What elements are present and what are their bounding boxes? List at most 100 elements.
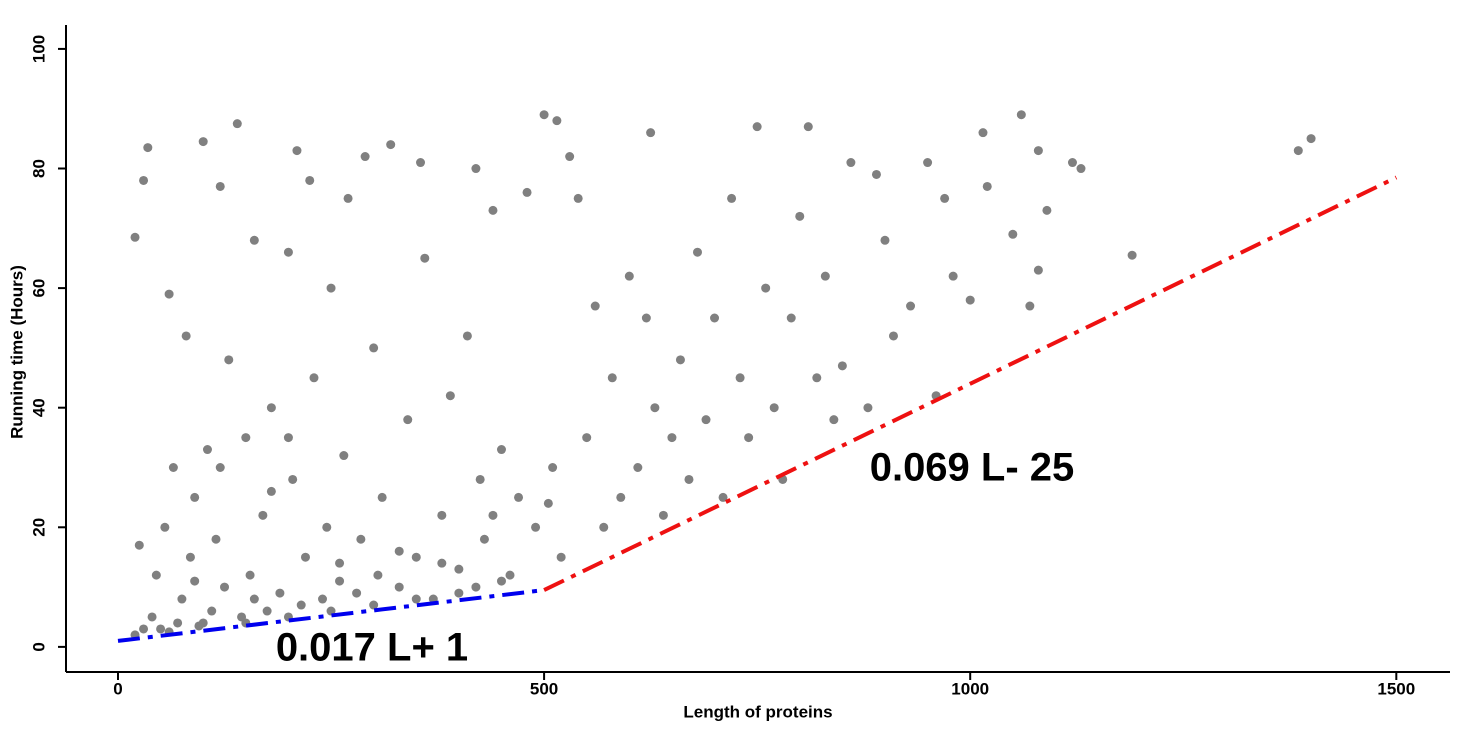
point xyxy=(795,211,805,221)
point xyxy=(168,462,178,472)
point xyxy=(139,175,149,185)
point xyxy=(241,433,251,443)
point xyxy=(496,445,506,455)
point xyxy=(744,433,754,443)
point xyxy=(488,205,498,215)
point xyxy=(1306,134,1316,144)
point xyxy=(735,373,745,383)
point xyxy=(556,552,566,562)
point xyxy=(667,433,677,443)
point xyxy=(283,247,293,257)
point xyxy=(232,119,242,129)
point xyxy=(727,193,737,203)
point xyxy=(266,486,276,496)
point xyxy=(369,343,379,353)
point xyxy=(496,576,506,586)
point xyxy=(1042,205,1052,215)
point xyxy=(373,570,383,580)
point xyxy=(710,313,720,323)
point xyxy=(156,624,166,634)
point xyxy=(164,289,174,299)
point xyxy=(889,331,899,341)
point xyxy=(752,122,762,132)
point xyxy=(134,540,144,550)
point xyxy=(718,492,728,502)
point xyxy=(1025,301,1035,311)
point xyxy=(181,331,191,341)
point xyxy=(198,137,208,147)
point xyxy=(812,373,822,383)
point xyxy=(539,110,549,120)
point xyxy=(190,492,200,502)
point xyxy=(846,158,856,168)
point xyxy=(215,462,225,472)
point xyxy=(420,253,430,263)
point xyxy=(641,313,651,323)
point xyxy=(296,600,306,610)
point xyxy=(786,313,796,323)
point xyxy=(143,143,153,153)
point xyxy=(177,594,187,604)
point xyxy=(245,570,255,580)
point xyxy=(416,158,426,168)
point xyxy=(198,618,208,628)
y-tick-label: 80 xyxy=(29,159,48,178)
point xyxy=(147,612,157,622)
point xyxy=(190,576,200,586)
point xyxy=(220,582,230,592)
point xyxy=(292,146,302,156)
point xyxy=(335,558,345,568)
point xyxy=(573,193,583,203)
point xyxy=(548,462,558,472)
point xyxy=(275,588,285,598)
point xyxy=(207,606,217,616)
point xyxy=(982,181,992,191)
point xyxy=(309,373,319,383)
point xyxy=(262,606,272,616)
point xyxy=(283,433,293,443)
point xyxy=(531,522,541,532)
point xyxy=(837,361,847,371)
point xyxy=(369,600,379,610)
point xyxy=(522,187,532,197)
point xyxy=(948,271,958,281)
point xyxy=(1076,164,1086,174)
fit-line xyxy=(117,588,545,643)
point xyxy=(616,492,626,502)
point xyxy=(394,546,404,556)
point xyxy=(249,235,259,245)
point xyxy=(803,122,813,132)
x-tick-label: 1000 xyxy=(951,679,989,698)
point xyxy=(360,152,370,162)
point xyxy=(475,474,485,484)
point xyxy=(258,510,268,520)
point xyxy=(403,415,413,425)
point xyxy=(411,552,421,562)
point xyxy=(863,403,873,413)
point xyxy=(437,510,447,520)
point xyxy=(173,618,183,628)
point xyxy=(479,534,489,544)
point xyxy=(1008,229,1018,239)
point xyxy=(471,582,481,592)
point xyxy=(224,355,234,365)
point xyxy=(305,175,315,185)
point xyxy=(906,301,916,311)
point xyxy=(352,588,362,598)
point xyxy=(185,552,195,562)
point xyxy=(590,301,600,311)
point xyxy=(582,433,592,443)
point xyxy=(965,295,975,305)
point xyxy=(215,181,225,191)
point xyxy=(386,140,396,150)
point xyxy=(1016,110,1026,120)
point xyxy=(633,462,643,472)
point xyxy=(130,232,140,242)
point xyxy=(343,193,353,203)
point xyxy=(211,534,221,544)
point xyxy=(300,552,310,562)
point xyxy=(701,415,711,425)
point xyxy=(565,152,575,162)
x-tick-label: 1500 xyxy=(1377,679,1415,698)
